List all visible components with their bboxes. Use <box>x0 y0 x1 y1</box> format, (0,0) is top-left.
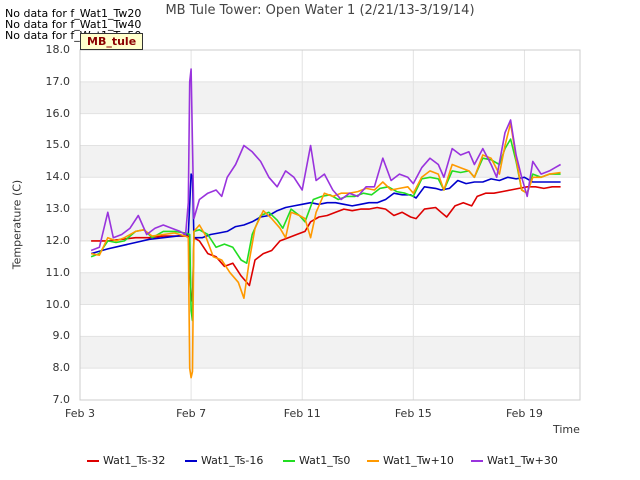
grid-band <box>80 145 580 178</box>
y-tick-label: 16.0 <box>45 106 71 120</box>
y-tick-label: 8.0 <box>52 361 71 375</box>
x-tick-label: Feb 11 <box>283 407 321 420</box>
site-tag: MB_tule <box>80 33 144 50</box>
grid-band <box>80 272 580 305</box>
y-axis-label: Temperature (C) <box>10 179 24 270</box>
grid-bands <box>80 81 580 369</box>
series-line-wat1-tw-10 <box>90 122 561 379</box>
y-tick-label: 7.0 <box>52 393 71 406</box>
chart-title: MB Tule Tower: Open Water 1 (2/21/13-3/1… <box>165 3 475 18</box>
y-tick-label: 17.0 <box>45 74 71 88</box>
grid-band <box>80 336 580 369</box>
legend-swatch <box>283 460 295 462</box>
y-tick-label: 15.0 <box>45 138 71 152</box>
y-tick-label: 13.0 <box>45 202 71 216</box>
nodata-note-1: No data for f_Wat1_Tw20 <box>5 7 142 20</box>
plot-frame <box>79 49 581 401</box>
legend-swatch <box>185 460 197 462</box>
legend: Wat1_Ts-32 Wat1_Ts-16 Wat1_Ts0 Wat1_Tw+1… <box>0 454 640 468</box>
y-tick-label: 10.0 <box>45 297 71 311</box>
y-tick-label: 11.0 <box>45 265 71 279</box>
legend-label: Wat1_Tw+10 <box>383 454 454 467</box>
legend-swatch <box>367 460 379 462</box>
y-tick-label: 18.0 <box>45 43 71 56</box>
legend-label: Wat1_Ts0 <box>299 454 351 467</box>
legend-swatch <box>87 460 99 462</box>
y-tick-label: 12.0 <box>45 233 71 247</box>
x-axis-label: Time <box>553 423 580 436</box>
x-tick-label: Feb 7 <box>176 407 207 420</box>
legend-label: Wat1_Ts-32 <box>103 454 166 467</box>
y-tick-label: 14.0 <box>45 170 71 184</box>
x-tick-label: Feb 3 <box>65 407 95 420</box>
x-tick-label: Feb 15 <box>394 407 432 420</box>
legend-label: Wat1_Tw+30 <box>487 454 558 467</box>
y-tick-label: 9.0 <box>52 329 71 343</box>
legend-swatch <box>471 460 483 462</box>
series-line-wat1-tw-30 <box>90 68 561 252</box>
series-group <box>90 68 561 379</box>
grid-band <box>80 81 580 114</box>
x-tick-label: Feb 19 <box>505 407 543 420</box>
nodata-note-2: No data for f_Wat1_Tw40 <box>5 18 142 31</box>
legend-label: Wat1_Ts-16 <box>201 454 264 467</box>
